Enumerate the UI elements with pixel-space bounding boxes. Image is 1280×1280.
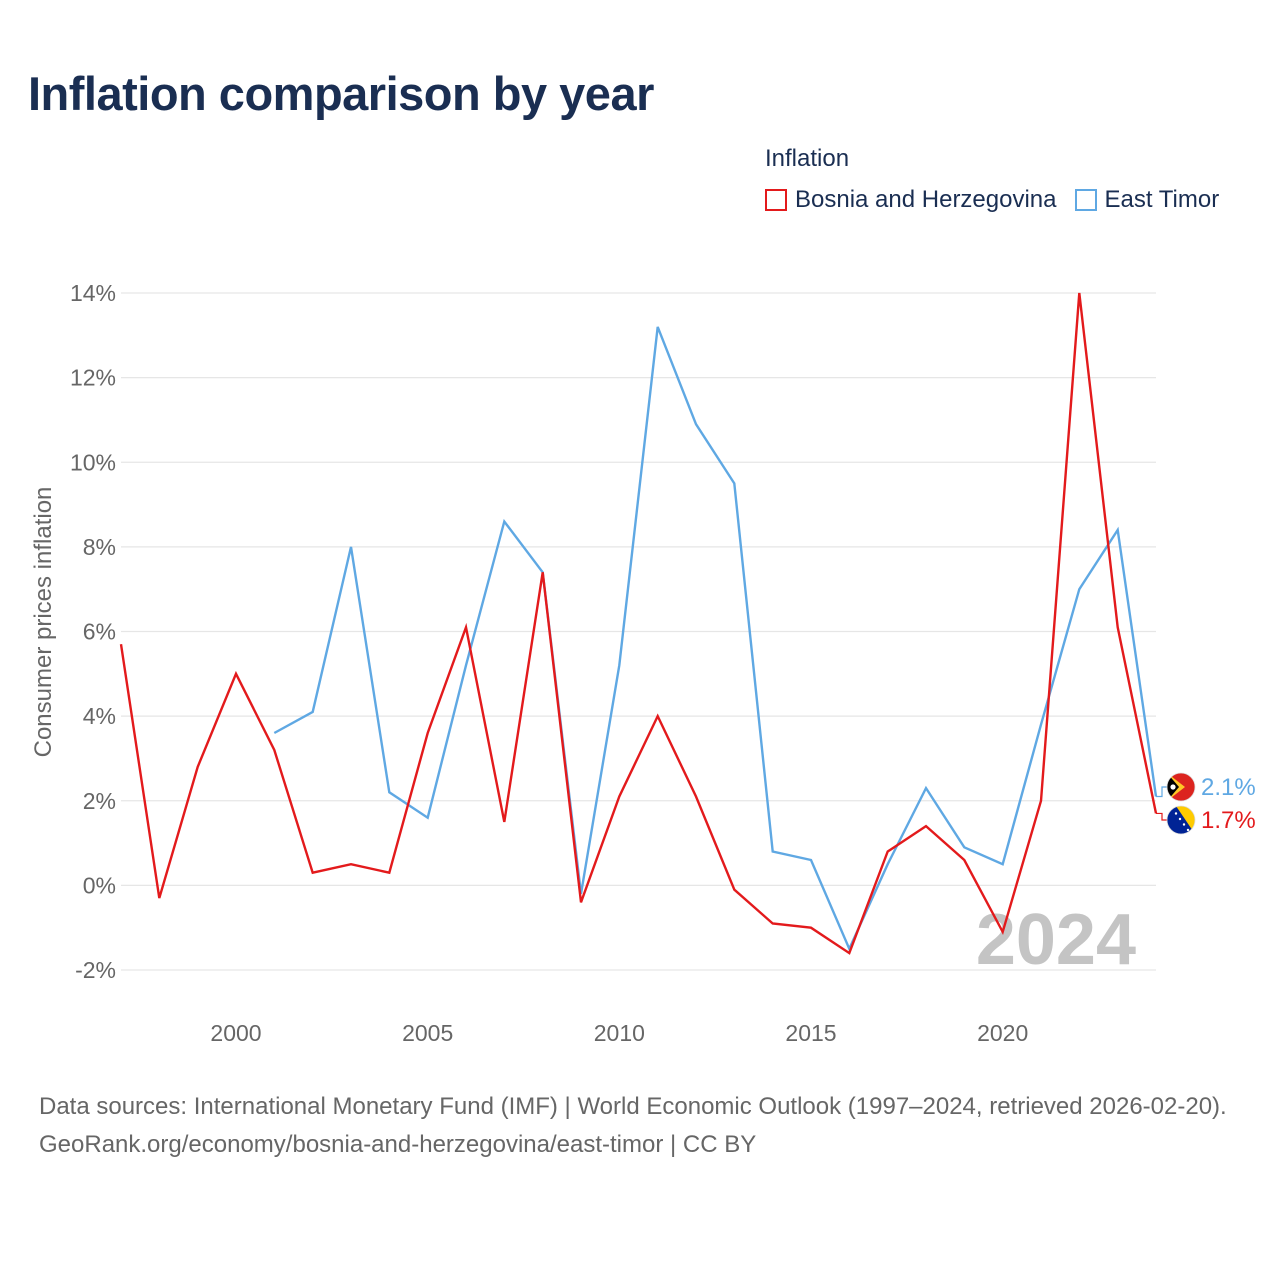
legend-item-east-timor[interactable]: East Timor [1074, 186, 1220, 214]
y-tick-label: 8% [83, 534, 116, 560]
legend-label-bosnia: Bosnia and Herzegovina [795, 186, 1057, 213]
series-line-east-timor[interactable] [273, 326, 1158, 952]
legend-swatch-bosnia [765, 189, 787, 211]
x-tick-label: 2015 [785, 1020, 836, 1046]
y-tick-label: 4% [83, 703, 116, 729]
year-watermark: 2024 [976, 900, 1136, 980]
series-line-bosnia[interactable] [119, 292, 1158, 955]
end-label-connector [1156, 812, 1168, 821]
x-tick-label: 2005 [402, 1020, 453, 1046]
legend-item-bosnia[interactable]: Bosnia and Herzegovina [765, 186, 1057, 214]
legend-title: Inflation [765, 145, 850, 172]
x-axis-ticks: 2000 2005 2010 2015 2020 [210, 1020, 1028, 1046]
legend-label-east-timor: East Timor [1104, 186, 1220, 213]
y-tick-label: -2% [75, 957, 116, 983]
y-tick-label: 14% [70, 280, 116, 306]
series-lines [119, 292, 1158, 955]
footer: Data sources: International Monetary Fun… [39, 1088, 1249, 1164]
line-chart: -2%0%2%4%6%8%10%12%14% 2000 2005 2010 2015 2… [30, 280, 1256, 1046]
y-tick-label: 0% [83, 872, 116, 898]
end-value-label: 2.1% [1201, 774, 1256, 801]
east-timor-flag-icon [1166, 772, 1196, 802]
legend-swatch-east-timor [1074, 189, 1097, 211]
gridlines [121, 292, 1156, 971]
data-sources-note: Data sources: International Monetary Fun… [39, 1093, 1227, 1120]
end-labels: 1.7% 2.1% [1156, 772, 1256, 835]
page-title: Inflation comparison by year [28, 67, 654, 120]
y-tick-label: 12% [70, 365, 116, 391]
end-label-connector [1156, 786, 1168, 798]
bosnia-and-herzegovina-flag-icon [1166, 805, 1196, 835]
y-tick-label: 10% [70, 449, 116, 475]
y-axis-label: Consumer prices inflation [30, 487, 57, 758]
y-axis-ticks: -2% 0% 2% 4% 6% 8% 10% 12% 14% [70, 280, 116, 983]
legend: Bosnia and Herzegovina East Timor [765, 186, 1237, 214]
x-tick-label: 2010 [594, 1020, 645, 1046]
x-tick-label: 2000 [210, 1020, 261, 1046]
y-tick-label: 6% [83, 619, 116, 645]
end-value-label: 1.7% [1201, 807, 1256, 834]
x-tick-label: 2020 [977, 1020, 1028, 1046]
y-tick-label: 2% [83, 788, 116, 814]
source-link[interactable]: GeoRank.org/economy/bosnia-and-herzegovi… [39, 1131, 757, 1158]
